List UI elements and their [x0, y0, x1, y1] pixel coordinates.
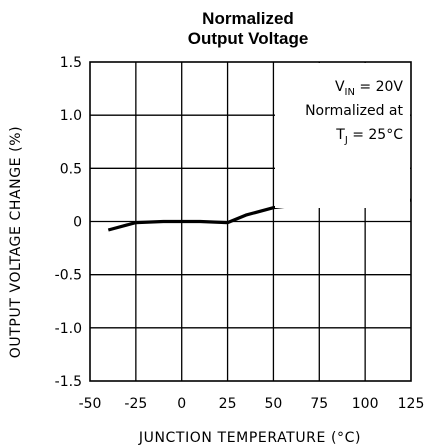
- x-tick-label: 75: [310, 396, 328, 412]
- x-tick-label: 0: [177, 396, 186, 412]
- annotation-box: VIN = 20V Normalized at TJ = 25°C: [275, 63, 410, 208]
- x-tick-label: -25: [124, 396, 147, 412]
- y-tick-label: -0.5: [55, 268, 82, 284]
- y-tick-label: -1.5: [55, 374, 82, 390]
- chart-title: Normalized: [202, 9, 294, 28]
- plot-frame: [89, 61, 412, 382]
- y-tick-label: 0: [73, 215, 82, 231]
- x-tick-label: 50: [265, 396, 283, 412]
- x-axis-label: JUNCTION TEMPERATURE (°C): [138, 430, 361, 446]
- y-tick-label: 1.5: [60, 55, 82, 71]
- annotation-line: TJ = 25°C: [335, 127, 403, 146]
- tick-labels: -50 -25 0 25 50 75 100 125 1.5 1.0 0.5 0 -0.5 -1.0 -1.…: [55, 55, 425, 412]
- annotation-line: VIN = 20V: [335, 79, 403, 98]
- annotation-background: [275, 63, 410, 208]
- y-tick-label: 0.5: [60, 161, 82, 177]
- x-tick-label: 100: [352, 396, 379, 412]
- x-tick-label: 25: [219, 396, 237, 412]
- y-axis-label: OUTPUT VOLTAGE CHANGE (%): [8, 126, 24, 358]
- y-tick-label: 1.0: [60, 108, 82, 124]
- x-tick-label: -50: [79, 396, 102, 412]
- chart-subtitle: Output Voltage: [188, 29, 309, 48]
- x-tick-label: 125: [398, 396, 425, 412]
- y-tick-label: -1.0: [55, 321, 82, 337]
- annotation-line: Normalized at: [305, 103, 403, 119]
